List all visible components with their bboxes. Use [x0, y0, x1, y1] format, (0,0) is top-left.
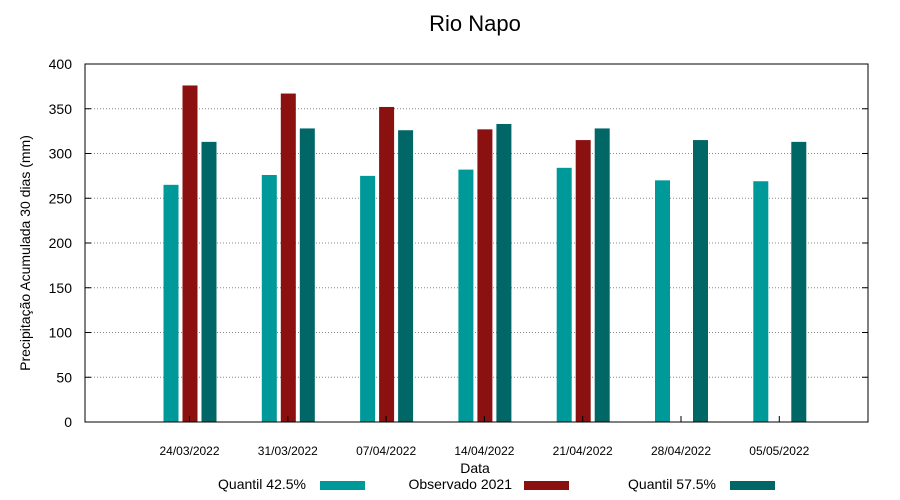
x-tick-label: 14/04/2022 — [454, 444, 514, 458]
y-tick-label: 400 — [49, 56, 73, 72]
legend-swatch — [320, 481, 365, 490]
y-tick-label: 0 — [64, 414, 72, 430]
x-tick-label: 07/04/2022 — [356, 444, 416, 458]
y-tick-label: 300 — [49, 146, 73, 162]
bar-3-6 — [693, 140, 708, 422]
legend-swatch — [524, 481, 569, 490]
x-tick-label: 28/04/2022 — [651, 444, 711, 458]
y-tick-label: 350 — [49, 101, 73, 117]
y-axis-ticks: 0 50 100 150 200 250 300 350 400 — [49, 56, 868, 430]
bar-3-2 — [299, 128, 315, 422]
bar-1-7 — [753, 181, 769, 422]
y-tick-label: 150 — [49, 280, 73, 296]
x-axis-label: Data — [460, 460, 490, 476]
bar-2-5 — [575, 140, 591, 422]
bar-1-1 — [163, 184, 179, 422]
x-tick-label: 05/05/2022 — [749, 444, 809, 458]
legend-label: Observado 2021 — [408, 476, 512, 492]
legend-label: Quantil 42.5% — [218, 476, 306, 492]
y-tick-label: 50 — [56, 369, 72, 385]
y-tick-label: 250 — [49, 190, 73, 206]
x-tick-label: 21/04/2022 — [553, 444, 613, 458]
bar-1-4 — [458, 169, 474, 422]
bar-3-4 — [496, 123, 512, 422]
bar-3-1 — [201, 141, 217, 423]
chart-title: Rio Napo — [429, 11, 521, 36]
legend-swatch — [730, 481, 775, 490]
bars — [163, 85, 807, 423]
bar-1-3 — [360, 175, 376, 422]
bar-1-6 — [655, 180, 670, 422]
bar-2-1 — [182, 85, 198, 422]
bar-1-5 — [556, 167, 572, 422]
bar-1-2 — [261, 174, 277, 422]
legend-label: Quantil 57.5% — [628, 476, 716, 492]
bar-3-3 — [398, 130, 414, 423]
bar-3-7 — [791, 141, 807, 423]
bar-2-4 — [477, 129, 493, 422]
x-tick-label: 24/03/2022 — [159, 444, 219, 458]
bar-2-3 — [379, 106, 395, 423]
y-tick-label: 100 — [49, 325, 73, 341]
y-axis-label: Precipitação Acumulada 30 dias (mm) — [17, 135, 33, 371]
bar-3-5 — [594, 128, 610, 422]
bar-2-2 — [280, 93, 296, 422]
y-tick-label: 200 — [49, 235, 73, 251]
legend: Quantil 42.5% Observado 2021 Quantil 57.5% — [218, 476, 775, 492]
x-tick-label: 31/03/2022 — [258, 444, 318, 458]
x-axis-ticks: 24/03/2022 31/03/2022 07/04/2022 14/04/2022… — [159, 416, 810, 458]
